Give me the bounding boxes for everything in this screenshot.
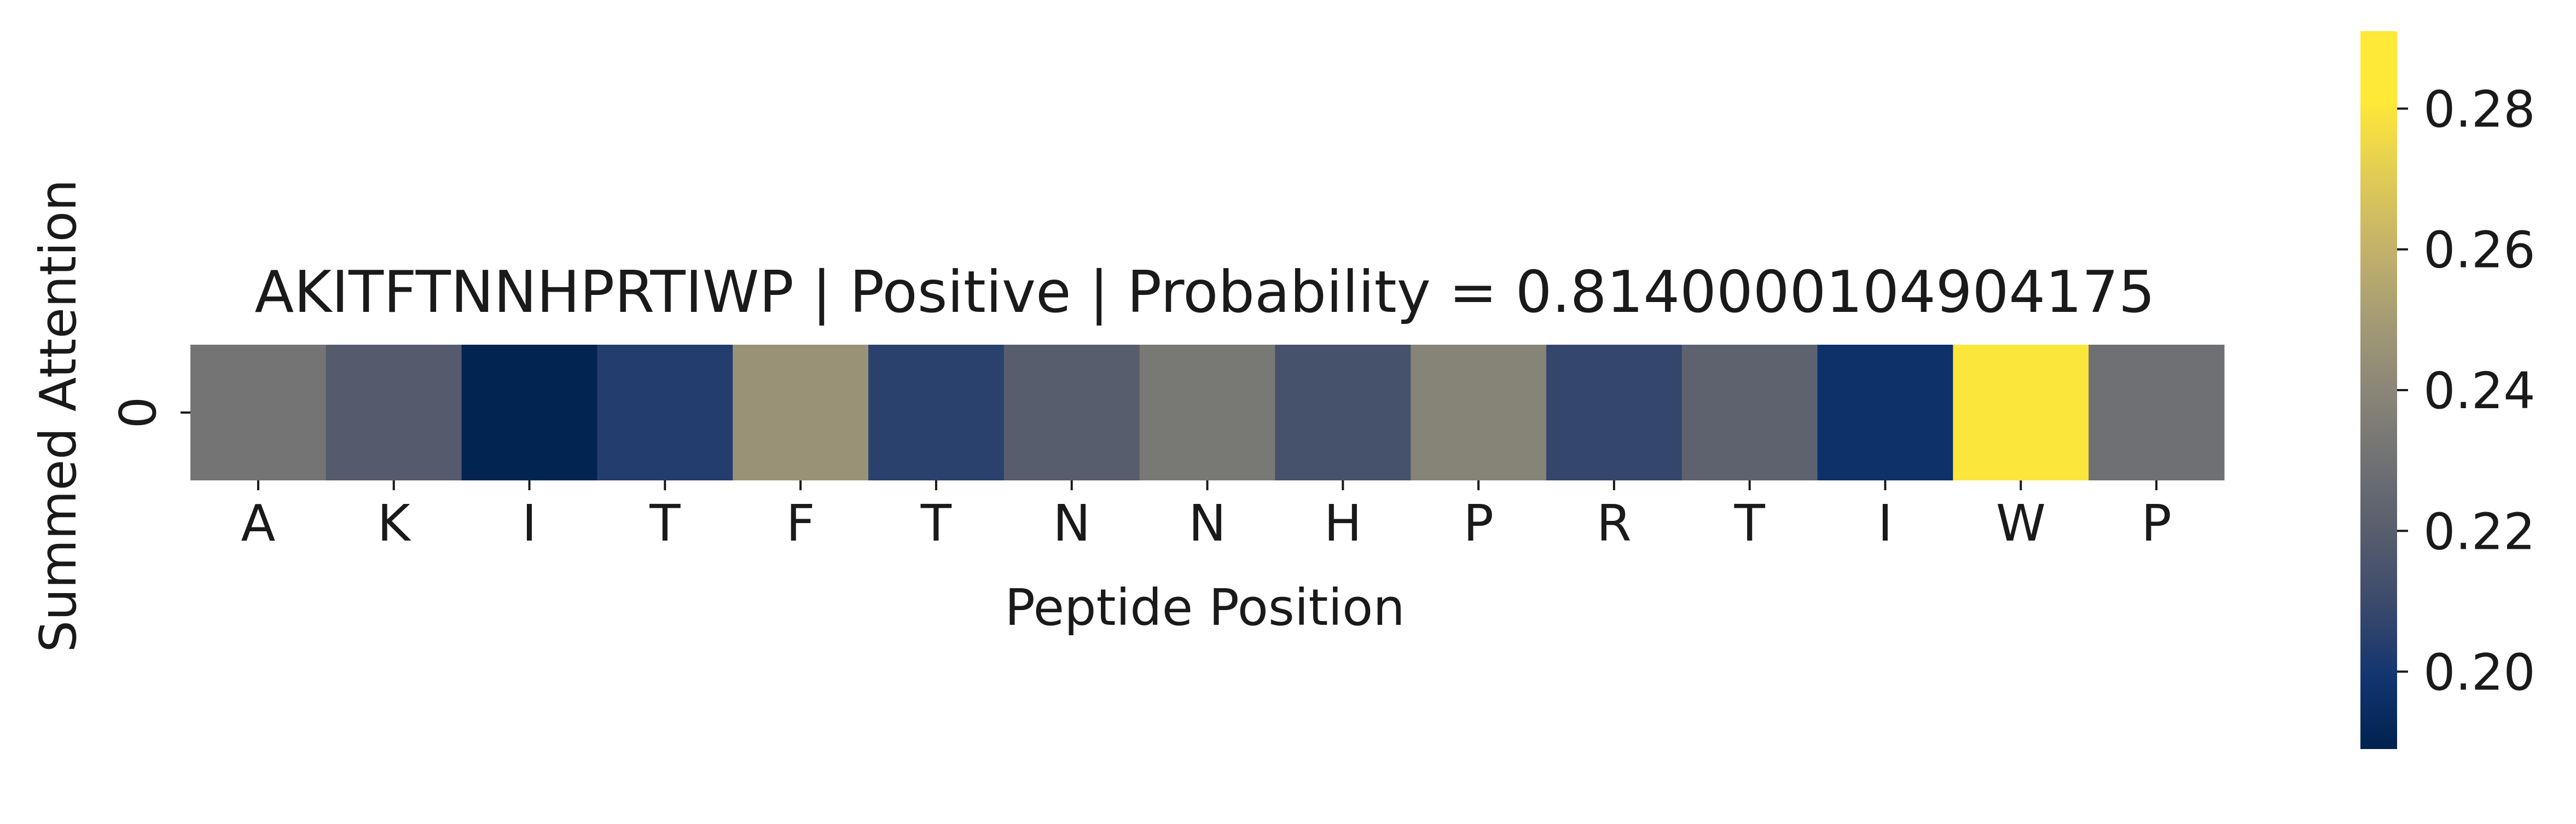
x-tick-label: W	[1996, 494, 2046, 553]
colorbar-tick-label: 0.26	[2423, 221, 2536, 280]
heatmap-cells	[190, 345, 2225, 480]
heatmap-cell	[1953, 345, 2089, 480]
colorbar-ticks: 0.20 0.22 0.24 0.26 0.28	[2397, 80, 2536, 702]
x-tick-label: A	[241, 494, 275, 553]
colorbar-tick-label: 0.20	[2423, 643, 2536, 702]
y-tick-label: 0	[109, 397, 167, 429]
heatmap-cell	[461, 345, 597, 480]
heatmap-cell	[1275, 345, 1411, 480]
x-axis-label: Peptide Position	[1005, 578, 1405, 637]
heatmap-cell	[868, 345, 1005, 480]
heatmap-cell	[1411, 345, 1547, 480]
heatmap-cell	[1817, 345, 1953, 480]
colorbar-gradient	[2360, 31, 2397, 749]
heatmap-cell	[1546, 345, 1682, 480]
colorbar-tick-label: 0.24	[2423, 362, 2536, 420]
heatmap-cell	[326, 345, 462, 480]
colorbar: 0.20 0.22 0.24 0.26 0.28	[2360, 31, 2536, 749]
heatmap-cell	[1681, 345, 1818, 480]
colorbar-tick-label: 0.22	[2423, 502, 2536, 561]
x-tick-label: P	[1463, 494, 1493, 553]
x-tick-label: H	[1324, 494, 1362, 553]
colorbar-tick-label: 0.28	[2423, 80, 2536, 138]
heatmap-cell	[733, 345, 869, 480]
y-axis-label: Summed Attention	[29, 179, 88, 653]
x-tick-label: N	[1188, 494, 1226, 553]
x-tick-label: N	[1053, 494, 1090, 553]
x-tick-label: F	[786, 494, 815, 553]
heatmap-cell	[1003, 345, 1140, 480]
x-tick-label: I	[522, 494, 537, 553]
x-tick-label: I	[1878, 494, 1893, 553]
x-tick-label: K	[378, 494, 412, 553]
heatmap-cell	[597, 345, 733, 480]
heatmap-cell	[1139, 345, 1275, 480]
x-tick-label: T	[1734, 494, 1766, 553]
heatmap-cell	[190, 345, 327, 480]
x-tick-label: R	[1597, 494, 1632, 553]
x-tick-label: P	[2141, 494, 2171, 553]
y-axis-ticks: 0	[109, 397, 190, 429]
x-tick-label: T	[920, 494, 952, 553]
chart-title: AKITFTNNHPRTIWP | Positive | Probability…	[254, 259, 2155, 326]
x-tick-label: T	[649, 494, 681, 553]
heatmap-cell	[2088, 345, 2225, 480]
